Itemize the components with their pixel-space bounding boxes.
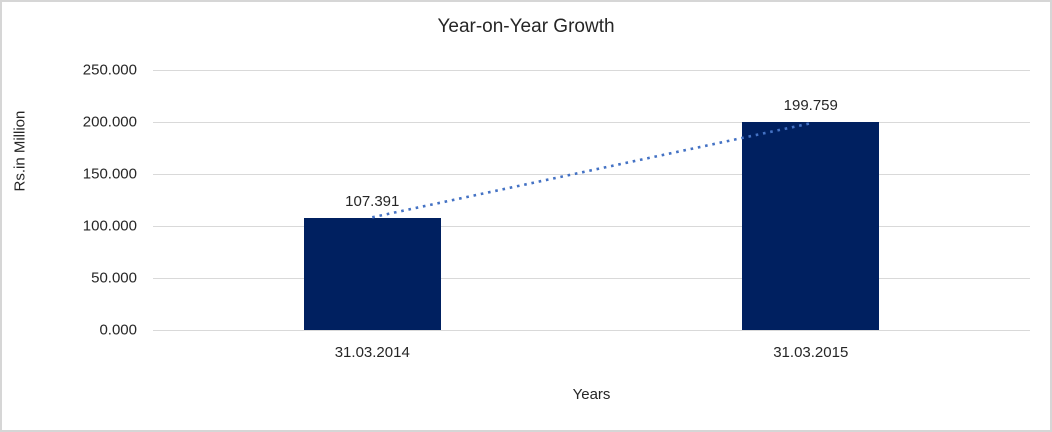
data-label: 107.391 [345,193,400,211]
y-tick-label: 100.000 [82,217,137,235]
gridline [153,330,1030,331]
x-axis-title: Years [572,386,611,403]
gridline [153,226,1030,227]
y-tick-label: 50.000 [91,269,137,287]
y-tick-label: 0.000 [99,321,137,339]
y-tick-label: 200.000 [82,113,137,131]
x-tick-label: 31.03.2015 [773,344,849,361]
bar-31.03.2014 [303,218,441,330]
gridline [153,278,1030,279]
bar-31.03.2015 [742,122,880,330]
y-axis-title: Rs.in Million [11,110,29,192]
gridline [153,174,1030,175]
y-tick-label: 150.000 [82,165,137,183]
y-tick-label: 250.000 [82,61,137,79]
data-label: 199.759 [783,97,838,115]
chart-title: Year-on-Year Growth [437,16,615,37]
gridline [153,70,1030,71]
x-tick-label: 31.03.2014 [334,344,410,361]
gridline [153,122,1030,123]
